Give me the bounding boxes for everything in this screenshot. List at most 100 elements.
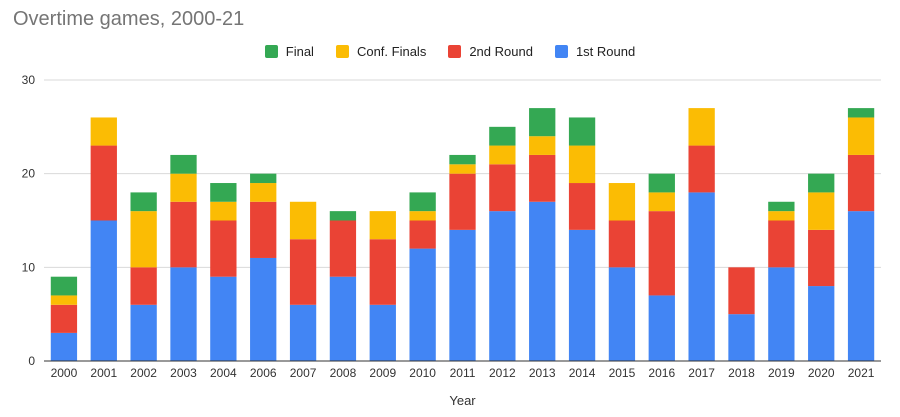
bar-segment[interactable] (808, 173, 835, 193)
bar-segment[interactable] (90, 117, 117, 146)
bar-segment[interactable] (688, 145, 715, 193)
bar-segment[interactable] (369, 239, 396, 305)
bar-segment[interactable] (568, 229, 596, 361)
bar-segment[interactable] (329, 220, 357, 277)
bar-segment[interactable] (847, 117, 875, 155)
bar-segment[interactable] (847, 211, 875, 361)
legend-item[interactable]: 2nd Round (448, 44, 533, 59)
bar-segment[interactable] (130, 304, 157, 361)
bar-segment[interactable] (210, 276, 237, 361)
x-tick-label: 2000 (51, 366, 78, 380)
bar-segment[interactable] (409, 211, 436, 221)
x-tick-label: 2014 (569, 366, 596, 380)
bar-segment[interactable] (529, 154, 556, 202)
bar-segment[interactable] (409, 192, 436, 212)
bar-segment[interactable] (329, 211, 357, 221)
bar-segment[interactable] (289, 201, 317, 240)
bar-segment[interactable] (170, 267, 197, 361)
bar-segment[interactable] (648, 211, 675, 296)
bar-segment[interactable] (50, 304, 78, 333)
bar-segment[interactable] (568, 145, 596, 184)
bar-segment[interactable] (210, 201, 237, 221)
bar-segment[interactable] (90, 145, 117, 221)
y-tick-label: 30 (22, 73, 36, 87)
bar-segment[interactable] (449, 229, 476, 361)
x-tick-label: 2021 (848, 366, 875, 380)
legend-label: 1st Round (575, 44, 636, 59)
bar-segment[interactable] (489, 211, 516, 361)
bar-segment[interactable] (329, 276, 357, 361)
x-tick-label: 2003 (170, 366, 197, 380)
bar-segment[interactable] (568, 183, 596, 230)
x-axis-title: Year (449, 393, 476, 408)
legend-swatch (554, 45, 568, 58)
bar-segment[interactable] (847, 154, 875, 212)
x-tick-label: 2009 (369, 366, 396, 380)
bar-segment[interactable] (409, 220, 436, 249)
bar-segment[interactable] (369, 211, 396, 240)
bar-segment[interactable] (768, 220, 795, 268)
bar-segment[interactable] (608, 183, 636, 221)
bar-segment[interactable] (768, 211, 795, 221)
legend-item[interactable]: Final (264, 44, 314, 59)
bar-segment[interactable] (648, 295, 675, 361)
bar-segment[interactable] (130, 192, 157, 212)
legend-label: Final (285, 44, 314, 59)
bar-segment[interactable] (50, 295, 78, 305)
bar-segment[interactable] (289, 239, 317, 305)
bar-segment[interactable] (768, 267, 795, 361)
bar-segment[interactable] (648, 192, 675, 212)
bar-segment[interactable] (130, 267, 157, 305)
bar-segment[interactable] (489, 126, 516, 146)
bar-segment[interactable] (50, 332, 78, 361)
bar-segment[interactable] (768, 201, 795, 212)
bar-segment[interactable] (568, 117, 596, 146)
bar-segment[interactable] (210, 183, 237, 202)
bar-segment[interactable] (369, 304, 396, 361)
bar-segment[interactable] (210, 220, 237, 277)
bar-segment[interactable] (170, 154, 197, 174)
bar-segment[interactable] (409, 248, 436, 361)
bar-segment[interactable] (250, 201, 277, 258)
bar-segment[interactable] (847, 108, 875, 118)
bar-segment[interactable] (449, 154, 476, 165)
bar-segment[interactable] (529, 201, 556, 361)
legend-item[interactable]: Conf. Finals (335, 44, 427, 59)
bar-segment[interactable] (289, 304, 317, 361)
bar-segment[interactable] (449, 173, 476, 230)
bar-segment[interactable] (489, 164, 516, 212)
bar-segment[interactable] (808, 286, 835, 361)
bar-segment[interactable] (50, 276, 78, 296)
bar-segment[interactable] (250, 183, 277, 202)
bar-segment[interactable] (608, 267, 636, 361)
bar-segment[interactable] (170, 173, 197, 202)
chart-title: Overtime games, 2000-21 (13, 8, 245, 30)
bar-segment[interactable] (449, 164, 476, 174)
bar-segment[interactable] (728, 314, 755, 361)
x-tick-label: 2020 (808, 366, 835, 380)
bar-segment[interactable] (648, 173, 675, 193)
bar-segment[interactable] (170, 201, 197, 268)
x-tick-label: 2010 (409, 366, 436, 380)
bar-segment[interactable] (489, 145, 516, 165)
legend-label: Conf. Finals (356, 44, 427, 59)
x-tick-label: 2019 (768, 366, 795, 380)
x-tick-label: 2013 (529, 366, 556, 380)
y-tick-label: 10 (22, 260, 36, 274)
bar-segment[interactable] (608, 220, 636, 268)
bar-segment[interactable] (728, 267, 755, 315)
bar-segment[interactable] (529, 108, 556, 137)
legend-item[interactable]: 1st Round (554, 44, 636, 59)
bar-segment[interactable] (808, 229, 835, 287)
x-tick-label: 2004 (210, 366, 237, 380)
bar-segment[interactable] (688, 108, 715, 146)
bar-segment[interactable] (90, 220, 117, 362)
bar-segment[interactable] (130, 211, 157, 268)
bar-segment[interactable] (688, 192, 715, 361)
bar-segment[interactable] (250, 257, 277, 361)
bar-segment[interactable] (250, 173, 277, 184)
bar-segment[interactable] (808, 192, 835, 230)
x-tick-label: 2017 (688, 366, 715, 380)
bar-segment[interactable] (529, 136, 556, 155)
